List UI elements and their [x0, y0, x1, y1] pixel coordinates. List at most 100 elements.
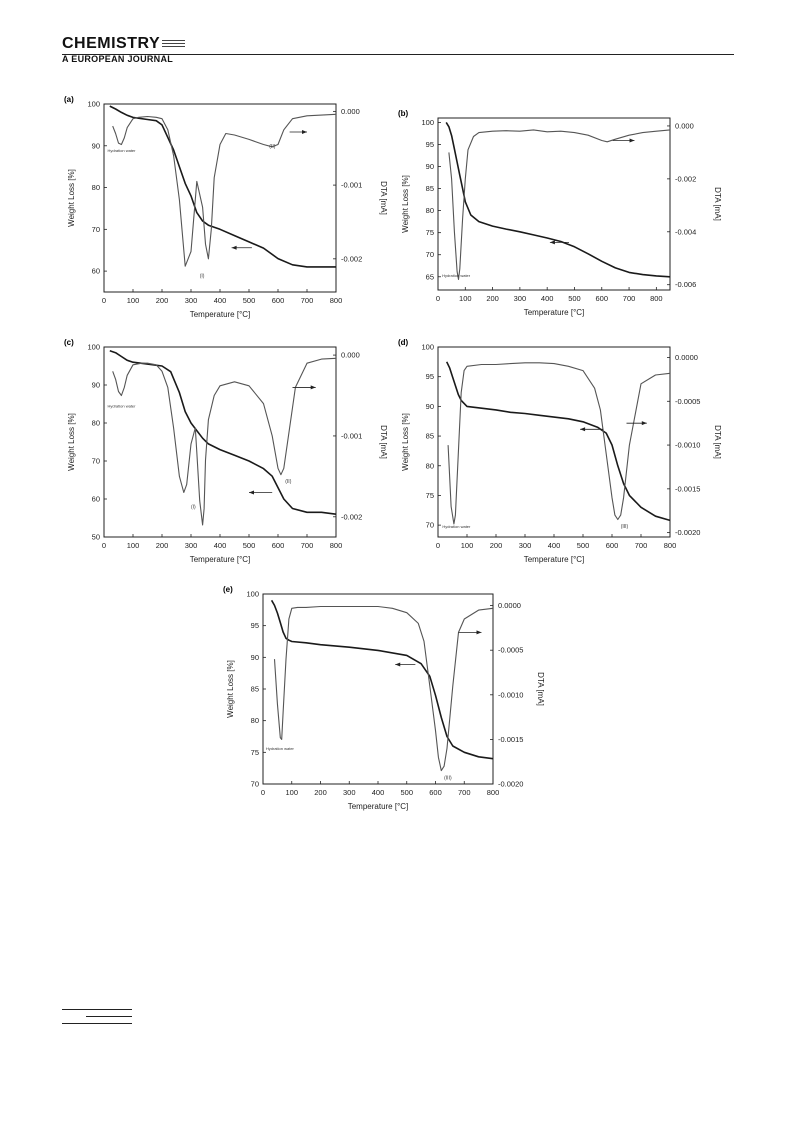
y2-tick-label: -0.0005: [498, 646, 523, 655]
y-tick-label: 80: [426, 206, 434, 215]
x-tick-label: 500: [400, 788, 413, 797]
y2-tick-label: -0.0015: [498, 735, 523, 744]
y-tick-label: 90: [92, 381, 100, 390]
y-axis-title: Weight Loss [%]: [226, 660, 235, 718]
chart-panel-c: (c) 0 100 200 300 400 500 600 700 800 50 60 70 80 90 10…: [64, 338, 388, 564]
x-tick-label: 500: [568, 294, 581, 303]
x-tick-label: 400: [214, 296, 227, 305]
arrow-head: [641, 421, 647, 426]
annotation-label: Hydration water: [107, 404, 136, 409]
plot-frame: [262, 593, 494, 785]
tg-curve: [270, 599, 494, 760]
y-tick-label: 95: [426, 140, 434, 149]
x-tick-label: 300: [343, 788, 356, 797]
y-tick-label: 90: [251, 653, 259, 662]
arrow-head: [476, 630, 482, 635]
x-tick-label: 100: [127, 296, 140, 305]
annotation-label: (III): [444, 776, 452, 782]
y-tick-label: 50: [92, 533, 100, 542]
arrow-head: [580, 427, 586, 432]
y2-tick-label: -0.0010: [675, 441, 700, 450]
footer-rule-top: [62, 1009, 132, 1010]
x-tick-label: 600: [596, 294, 609, 303]
y-tick-label: 100: [421, 343, 434, 352]
y2-tick-label: -0.0020: [498, 780, 523, 789]
annotation-label: (I): [191, 505, 196, 511]
y-tick-label: 95: [251, 621, 259, 630]
y2-axis-title: DTA [mA]: [379, 425, 388, 459]
y2-tick-label: 0.000: [341, 351, 360, 360]
x-tick-label: 200: [156, 296, 169, 305]
x-tick-label: 800: [664, 541, 677, 550]
x-tick-label: 300: [185, 541, 198, 550]
y-tick-label: 100: [87, 100, 100, 109]
chart-panel-d: (d) 0 100 200 300 400 500 600 700 800 70 75 80 85 90 95…: [398, 338, 722, 564]
y2-tick-label: 0.0000: [498, 601, 521, 610]
x-tick-label: 100: [285, 788, 298, 797]
y2-tick-label: -0.002: [675, 174, 696, 183]
y-tick-label: 90: [426, 162, 434, 171]
x-tick-label: 600: [429, 788, 442, 797]
y2-axis-title: DTA [mA]: [713, 425, 722, 459]
arrow-head: [395, 662, 401, 667]
y-tick-label: 70: [92, 457, 100, 466]
journal-name: CHEMISTRY: [62, 35, 161, 52]
x-tick-label: 800: [487, 788, 500, 797]
dta-curve: [273, 605, 494, 772]
y-tick-label: 80: [426, 461, 434, 470]
y2-tick-label: -0.002: [341, 512, 362, 521]
x-tick-label: 300: [185, 296, 198, 305]
y2-tick-label: -0.0015: [675, 484, 700, 493]
x-tick-label: 600: [272, 296, 285, 305]
y2-tick-label: -0.0005: [675, 397, 700, 406]
y-tick-label: 85: [426, 432, 434, 441]
x-tick-label: 800: [330, 541, 343, 550]
arrow-head: [231, 245, 237, 250]
y-tick-label: 60: [92, 495, 100, 504]
x-tick-label: 400: [541, 294, 554, 303]
y2-tick-label: -0.004: [675, 227, 696, 236]
x-tick-label: 400: [372, 788, 385, 797]
panel-label: (e): [223, 585, 233, 594]
y-tick-label: 95: [426, 372, 434, 381]
y-axis-title: Weight Loss [%]: [67, 413, 76, 471]
footer-rule-middle: [86, 1016, 132, 1017]
y2-axis-title: DTA [mA]: [536, 672, 545, 706]
x-tick-label: 100: [127, 541, 140, 550]
y2-tick-label: -0.0010: [498, 690, 523, 699]
arrow-head: [310, 385, 316, 390]
x-tick-label: 700: [635, 541, 648, 550]
dta-curve: [448, 129, 671, 280]
x-axis-title: Temperature [°C]: [190, 310, 251, 319]
x-tick-label: 0: [436, 294, 440, 303]
x-tick-label: 800: [330, 296, 343, 305]
y-tick-label: 75: [426, 491, 434, 500]
arrow-head: [302, 130, 307, 135]
x-tick-label: 300: [519, 541, 532, 550]
annotation-label: (I): [200, 273, 205, 279]
x-tick-label: 200: [314, 788, 327, 797]
y-tick-label: 90: [92, 141, 100, 150]
y-tick-label: 100: [421, 118, 434, 127]
y-tick-label: 70: [426, 521, 434, 530]
y2-tick-label: 0.000: [675, 121, 694, 130]
panel-label: (c): [64, 338, 74, 347]
x-tick-label: 400: [214, 541, 227, 550]
tg-curve: [109, 350, 337, 515]
y2-axis-title: DTA [mA]: [379, 181, 388, 215]
arrow-head: [549, 240, 555, 245]
x-tick-label: 0: [261, 788, 265, 797]
annotation-label: (II): [269, 144, 275, 150]
dta-curve: [112, 357, 337, 526]
y2-tick-label: 0.000: [341, 107, 360, 116]
y-tick-label: 60: [92, 267, 100, 276]
panel-label: (b): [398, 109, 409, 118]
annotation-label: Hydration water: [266, 746, 295, 751]
panel-label: (d): [398, 338, 409, 347]
dta-curve: [447, 362, 671, 525]
x-axis-title: Temperature [°C]: [190, 555, 251, 564]
journal-subtitle: A EUROPEAN JOURNAL: [62, 54, 174, 64]
journal-masthead: CHEMISTRY A EUROPEAN JOURNAL: [62, 35, 185, 65]
x-tick-label: 700: [301, 541, 314, 550]
